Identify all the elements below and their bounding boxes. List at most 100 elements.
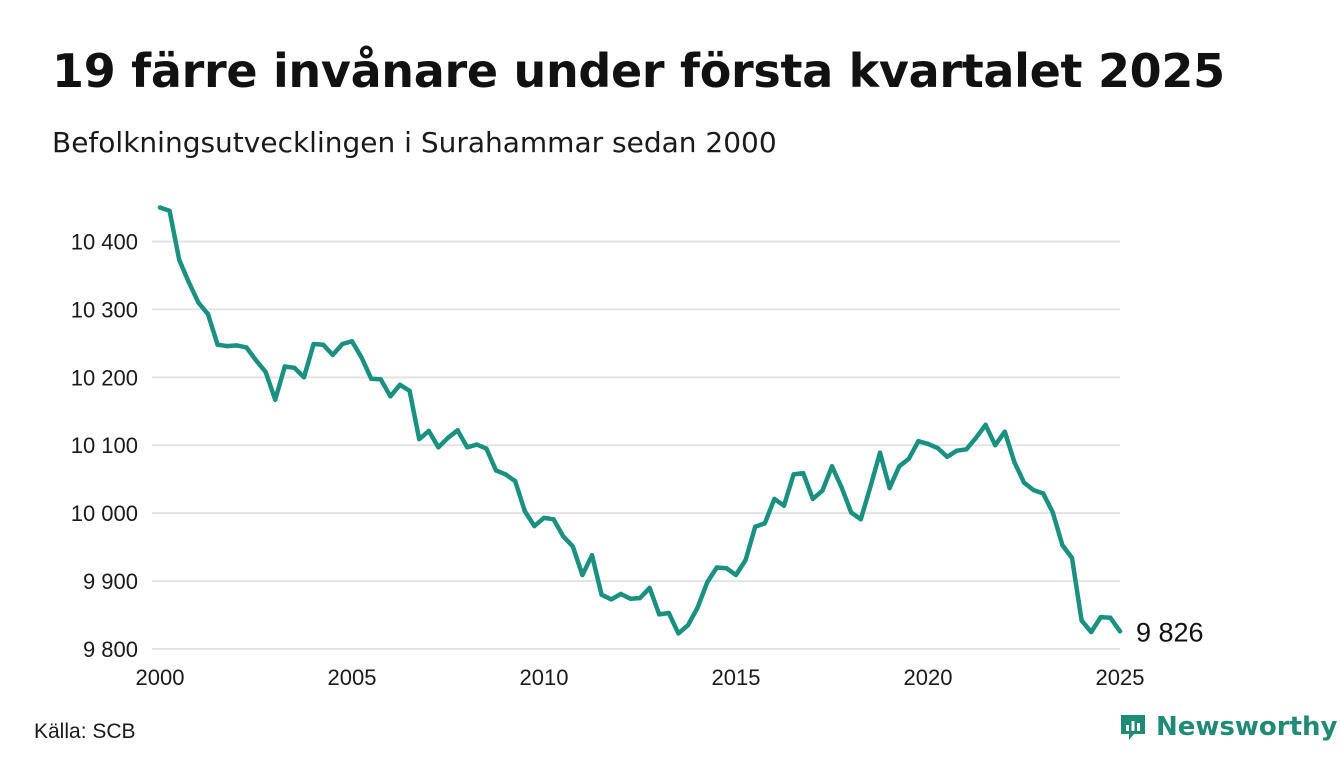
data-point (1050, 510, 1056, 515)
data-point (205, 311, 211, 317)
data-point (561, 534, 566, 539)
data-point (167, 208, 172, 214)
data-point (215, 342, 220, 347)
series-line (157, 205, 1123, 636)
data-point (829, 464, 835, 469)
data-point (330, 352, 335, 358)
chart-subtitle: Befolkningsutvecklingen i Surahammar sed… (52, 126, 777, 159)
data-point (906, 456, 911, 462)
data-point (868, 484, 873, 489)
data-point (637, 595, 643, 601)
data-point (877, 450, 883, 455)
data-point (493, 468, 499, 473)
x-axis-ticks: 2000 2005 2010 2015 2020 2025 (136, 665, 1145, 690)
data-point (340, 341, 345, 347)
data-point (388, 394, 393, 399)
end-label-layer: 9 826 (1136, 617, 1204, 647)
data-point (618, 591, 623, 597)
data-point (599, 592, 604, 597)
data-point (925, 441, 931, 447)
data-point (177, 257, 182, 263)
data-point (973, 435, 979, 440)
data-point (196, 300, 201, 305)
chart-title: 19 färre invånare under första kvartalet… (52, 44, 1225, 98)
data-point (292, 365, 297, 371)
data-point (417, 436, 422, 442)
data-point (474, 442, 479, 447)
data-point (244, 345, 249, 350)
data-point (676, 631, 681, 636)
data-point (580, 572, 585, 578)
data-point (762, 521, 767, 526)
data-point (263, 369, 268, 375)
data-point (484, 446, 489, 451)
data-point (503, 472, 508, 477)
source-note: Källa: SCB (34, 720, 136, 743)
y-axis-ticks: 9 800 9 900 10 000 10 100 10 200 10 300 10 400 (71, 229, 138, 662)
data-point (301, 375, 307, 380)
data-point (743, 557, 748, 563)
data-point (1012, 460, 1017, 465)
data-point (369, 376, 374, 381)
data-point (724, 565, 729, 571)
series-layer (157, 205, 1123, 636)
data-point (359, 355, 364, 360)
data-point (1041, 491, 1046, 496)
data-point (945, 454, 950, 459)
data-point (445, 435, 451, 440)
data-point (820, 488, 825, 493)
y-tick-label: 10 100 (71, 433, 138, 458)
data-point (513, 479, 518, 484)
data-point (541, 515, 547, 521)
x-tick-label: 2025 (1096, 665, 1145, 690)
y-tick-label: 9 900 (83, 569, 138, 594)
data-point (1108, 615, 1113, 620)
bar-chart-icon (1121, 715, 1145, 740)
data-point (609, 597, 614, 602)
data-point (378, 377, 383, 382)
y-tick-label: 10 300 (71, 297, 138, 322)
data-point (839, 485, 844, 490)
brand-name: Newsworthy (1156, 712, 1338, 742)
data-point (685, 623, 691, 628)
data-point (1117, 629, 1123, 634)
data-point (801, 470, 806, 476)
data-point (436, 445, 441, 450)
data-point (349, 339, 355, 344)
data-point (1021, 480, 1027, 485)
data-point (983, 422, 988, 428)
x-tick-label: 2020 (904, 665, 953, 690)
data-point (954, 448, 959, 453)
data-point (186, 280, 191, 285)
x-tick-label: 2005 (328, 665, 377, 690)
x-tick-label: 2000 (136, 665, 185, 690)
data-point (397, 382, 403, 387)
x-tick-label: 2010 (520, 665, 569, 690)
data-point (935, 445, 940, 451)
data-point (589, 553, 595, 558)
data-point (282, 364, 287, 369)
data-point (858, 517, 863, 522)
data-point (1069, 555, 1075, 561)
data-point (916, 438, 921, 444)
brand-logo[interactable]: Newsworthy (1118, 712, 1337, 742)
data-point (407, 388, 412, 394)
data-point (311, 341, 316, 347)
data-point (522, 508, 527, 514)
data-point (1031, 487, 1036, 493)
data-point (570, 544, 575, 549)
data-point (791, 472, 796, 477)
x-tick-label: 2015 (712, 665, 761, 690)
data-point (628, 596, 633, 601)
y-tick-label: 9 800 (83, 637, 138, 662)
data-point (1060, 542, 1065, 548)
data-point (897, 464, 902, 469)
end-value-label: 9 826 (1136, 617, 1204, 647)
data-point (273, 397, 278, 402)
data-point (1089, 629, 1094, 635)
y-tick-label: 10 200 (71, 365, 138, 390)
data-point (733, 572, 739, 578)
data-point (964, 447, 969, 452)
data-point (705, 580, 710, 585)
